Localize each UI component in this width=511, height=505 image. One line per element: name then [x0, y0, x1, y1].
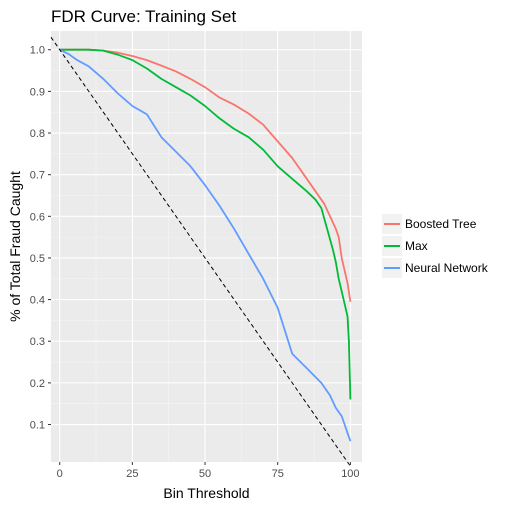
- reference-diagonal-line: [50, 36, 351, 467]
- legend: Boosted Tree Max Neural Network: [380, 212, 506, 282]
- legend-label: Neural Network: [405, 261, 489, 275]
- legend-label: Boosted Tree: [405, 217, 477, 231]
- y-axis-title: % of Total Fraud Caught: [7, 171, 23, 322]
- y-tick-label: 0.9: [30, 86, 45, 98]
- series-line-neural-network: [59, 48, 352, 442]
- series-layer: [50, 36, 352, 467]
- y-tick-label: 0.8: [30, 128, 45, 140]
- x-tick-label: 25: [126, 468, 138, 480]
- y-tick-label: 1.0: [30, 45, 45, 57]
- chart-title: FDR Curve: Training Set: [51, 7, 236, 26]
- series-line-max: [59, 48, 352, 400]
- y-tick-label: 0.4: [30, 295, 45, 307]
- x-axis: 0 25 50 75 100: [57, 462, 360, 480]
- x-axis-title: Bin Threshold: [163, 485, 249, 501]
- y-tick-label: 0.7: [30, 170, 45, 182]
- y-axis: 0.1 0.2 0.3 0.4 0.5 0.6 0.7 0.8 0.9 1.0: [30, 45, 51, 432]
- major-gridlines: [51, 31, 362, 462]
- y-tick-label: 0.6: [30, 211, 45, 223]
- y-tick-label: 0.2: [30, 378, 45, 390]
- x-tick-label: 50: [199, 468, 211, 480]
- x-tick-label: 100: [341, 468, 359, 480]
- y-tick-label: 0.5: [30, 253, 45, 265]
- y-tick-label: 0.3: [30, 336, 45, 348]
- x-tick-label: 75: [272, 468, 284, 480]
- x-tick-label: 0: [57, 468, 63, 480]
- y-tick-label: 0.1: [30, 420, 45, 432]
- plot-panel: [51, 31, 362, 462]
- series-line-boosted-tree: [59, 48, 352, 302]
- legend-label: Max: [405, 239, 428, 253]
